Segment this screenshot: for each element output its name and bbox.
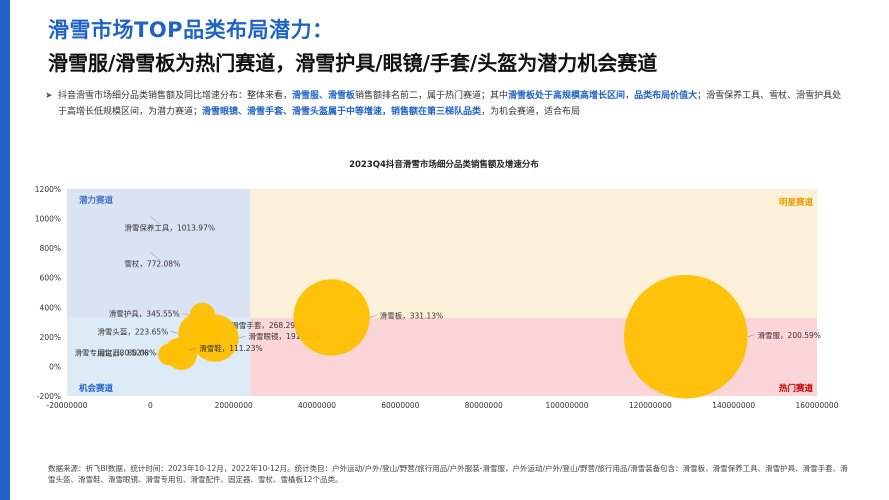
quadrant-top-left — [67, 189, 251, 318]
leader-line — [238, 335, 246, 339]
x-tick-label: 40000000 — [298, 401, 336, 410]
description-highlight: 品类布局价值大 — [634, 91, 698, 101]
x-tick-label: 140000000 — [712, 401, 755, 410]
data-label: 滑雪专用包，80.52% — [75, 348, 149, 358]
x-tick-label: 60000000 — [381, 401, 419, 410]
y-tick-label: 1000% — [35, 215, 61, 224]
accent-bar — [0, 0, 10, 500]
leader-line — [151, 352, 159, 355]
description-segment: 抖音滑雪市场细分品类销售额及同比增速分布：整体来看， — [58, 91, 293, 101]
bullet-arrow-icon: ➤ — [45, 91, 53, 101]
data-label: 雪杖，772.08% — [124, 258, 180, 268]
data-label: 滑雪服，200.59% — [758, 330, 821, 340]
x-tick-label: 100000000 — [546, 401, 589, 410]
leader-line — [747, 334, 755, 338]
y-tick-label: 0% — [49, 362, 61, 371]
bubble — [191, 314, 239, 362]
description: ➤ 抖音滑雪市场细分品类销售额及同比增速分布：整体来看，滑雪服、滑雪板销售额排名… — [45, 88, 848, 120]
leader-line — [150, 216, 161, 225]
leader-line — [189, 347, 197, 351]
data-label: 滑雪保养工具，1013.97% — [124, 223, 215, 233]
quadrant-label: 热门赛道 — [779, 383, 814, 394]
x-tick-label: 0 — [148, 401, 153, 410]
data-label: 滑雪眼镜，191.12% — [249, 331, 320, 341]
leader-line — [150, 252, 161, 261]
description-segment: ；滑雪保养工具、雪杖、滑雪护具处于高增长低规模区间，为潜力赛道； — [58, 91, 842, 117]
data-label: 滑雪鞋，111.23% — [199, 343, 262, 353]
x-tick-label: 160000000 — [796, 401, 839, 410]
quadrant-label: 明星赛道 — [779, 197, 814, 208]
description-segment: ， — [625, 91, 635, 101]
page-title: 滑雪市场TOP品类布局潜力： — [48, 18, 334, 42]
y-tick-label: 600% — [40, 274, 61, 283]
x-tick-label: 80000000 — [465, 401, 503, 410]
leader-line — [369, 315, 377, 318]
chart-title: 2023Q4抖音滑雪市场细分品类销售额及增速分布 — [349, 159, 539, 170]
bubble — [623, 274, 748, 399]
description-highlight: 滑雪板处于高规模高增长区间 — [508, 91, 626, 101]
footer-note: 数据来源：祈飞BI数据，统计时间：2023年10-12月，2022年10-12月… — [48, 464, 848, 484]
x-tick-label: 120000000 — [629, 401, 672, 410]
data-label: 滑雪手套，268.29% — [231, 320, 302, 330]
bubble — [293, 279, 370, 356]
description-highlight: 滑雪服、滑雪板 — [292, 91, 356, 101]
description-segment: 销售额排名前二，属于热门赛道；其中 — [355, 91, 509, 101]
x-tick-label: -20000000 — [47, 401, 88, 410]
page-subtitle: 滑雪服/滑雪板为热门赛道，滑雪护具/眼镜/手套/头盔为潜力机会赛道 — [48, 51, 658, 75]
leader-line — [171, 331, 179, 334]
leader-line — [182, 313, 190, 316]
quadrant-label: 机会赛道 — [79, 383, 114, 394]
data-label: 滑雪板，331.13% — [380, 310, 443, 320]
description-text: 抖音滑雪市场细分品类销售额及同比增速分布：整体来看，滑雪服、滑雪板销售额排名前二… — [58, 91, 841, 117]
y-tick-label: 1200% — [35, 185, 61, 194]
x-tick-label: 20000000 — [215, 401, 253, 410]
data-label: 滑雪头盔，223.65% — [97, 326, 168, 336]
description-segment: ，为机会赛道，适合布局 — [481, 107, 581, 117]
y-tick-label: 800% — [40, 244, 61, 253]
quadrant-label: 潜力赛道 — [79, 195, 114, 206]
y-tick-label: 400% — [40, 303, 61, 312]
y-tick-label: -200% — [37, 392, 61, 401]
data-label: 滑雪护具，345.55% — [109, 308, 180, 318]
data-label: 固定器，80.08% — [98, 348, 157, 358]
description-highlight: 滑雪眼镜、滑雪手套、滑雪头盔属于中等增速，销售额在第三梯队品类 — [202, 107, 482, 117]
bubble — [165, 338, 190, 362]
y-tick-label: 200% — [40, 333, 61, 342]
